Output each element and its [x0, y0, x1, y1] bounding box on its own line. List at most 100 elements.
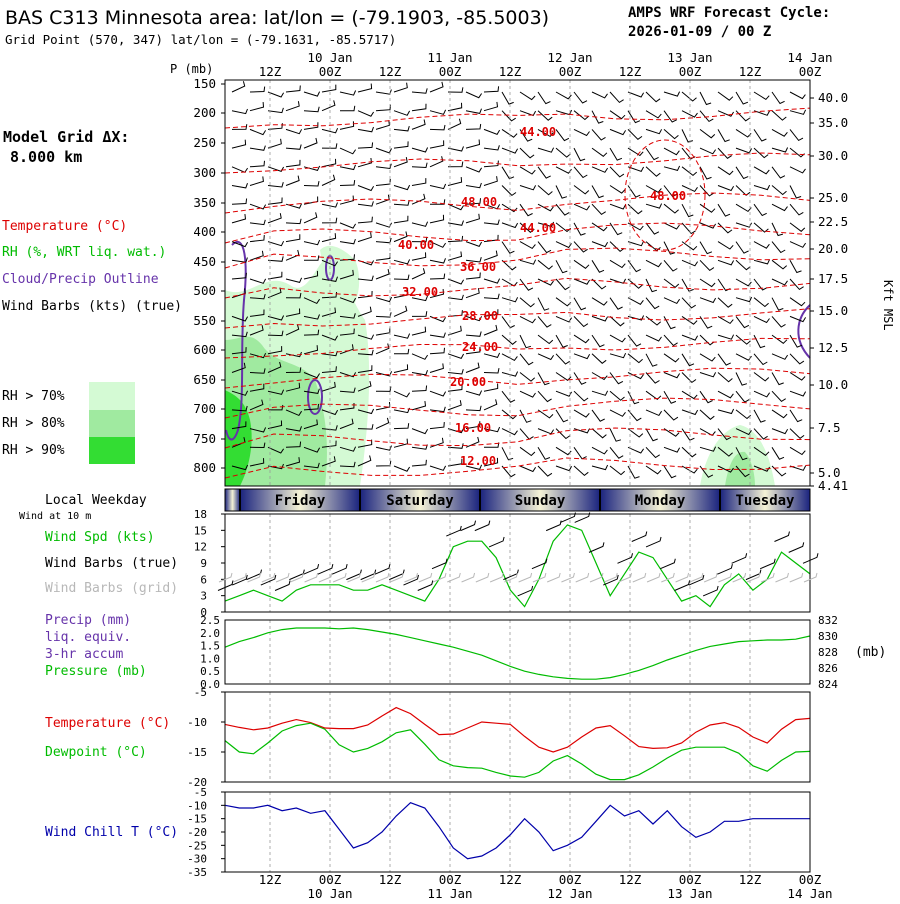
wind-barb-428	[447, 325, 462, 336]
true-wind-barb-21	[517, 585, 534, 597]
legend-swatch-rh90	[89, 437, 135, 464]
wind-barb-405	[609, 316, 625, 327]
wind-barb-86	[627, 129, 643, 140]
temperature-contour-label-0: 44.00	[520, 125, 556, 139]
weekday-bar: Friday Saturday Sunday Monday Tuesday	[224, 488, 811, 512]
grid-wind-barb-15	[432, 572, 447, 583]
wind-barb-38	[340, 105, 356, 112]
wind-barb-273	[537, 241, 552, 254]
wind-barb-482	[267, 361, 282, 373]
height-tick-5: 20.0	[818, 241, 848, 256]
wind-barb-256	[231, 241, 249, 248]
wind-barb-14	[483, 86, 500, 93]
wind-barb-346	[699, 278, 716, 288]
wind-barb-641	[249, 458, 265, 467]
wind-barb-450	[267, 346, 283, 355]
wind-barb-22	[627, 91, 645, 98]
grid-wind-barb-25	[575, 572, 590, 583]
bottom-hour-0: 12Z	[259, 872, 282, 887]
windchill-ytick--5: -5	[194, 786, 207, 799]
true-wind-barb-31	[660, 558, 676, 570]
pressure-tick-500: 500	[193, 283, 216, 298]
wind-barb-597	[609, 428, 622, 442]
wind-barb-28	[735, 91, 749, 105]
wind-barb-410	[699, 316, 713, 329]
weekday-cell-3	[480, 489, 600, 511]
wind-barb-110	[483, 145, 500, 151]
wind-barb-531	[573, 390, 589, 402]
pressure-tick-200: 200	[193, 105, 216, 120]
wind-barb-618	[411, 444, 428, 450]
true-wind-barb-17	[460, 520, 477, 532]
wind-barb-348	[735, 278, 752, 287]
wind-barb-607	[789, 428, 805, 439]
wind-barb-33	[249, 102, 265, 112]
true-wind-barb-30	[645, 536, 662, 548]
precip-ytick-1.0: 1.0	[200, 652, 220, 665]
wind-barb-631	[645, 446, 660, 459]
wind-barb-189	[753, 184, 771, 191]
precip-background	[225, 620, 810, 684]
wind-barb-404	[591, 315, 609, 322]
wind-barb-661	[609, 465, 626, 476]
wind-barb-312	[663, 259, 678, 272]
wind-barb-17	[537, 91, 551, 105]
wind-barb-478	[771, 353, 789, 360]
wind-barb-491	[429, 363, 444, 373]
wind-barb-580	[303, 419, 318, 430]
wind-barb-474	[699, 353, 716, 362]
wind-barb-141	[465, 166, 483, 173]
wind-barb-272	[519, 241, 536, 250]
wind-barb-462	[483, 352, 501, 358]
wind-barb-420	[303, 329, 320, 336]
wind-barb-282	[699, 241, 713, 255]
temperature-background	[225, 692, 810, 782]
wind-barb-74	[411, 119, 426, 130]
wind-barb-605	[753, 428, 768, 440]
wind-barb-55	[645, 110, 662, 119]
weekday-cell-0	[225, 489, 240, 511]
wind-barb-591	[501, 428, 518, 436]
wind-barb-561	[537, 409, 554, 419]
wind-barb-177	[537, 185, 553, 196]
wind-barb-506	[699, 372, 717, 378]
legend-cloud: Cloud/Precip Outline	[2, 272, 159, 287]
wind-barbs-true-label: Wind Barbs (true)	[45, 556, 178, 571]
wind-barb-227	[285, 218, 302, 225]
wind-barb-224	[231, 214, 247, 224]
bottom-date-3: 13 Jan	[667, 886, 712, 900]
wind-barb-238	[483, 219, 500, 225]
wind-barb-621	[465, 436, 480, 448]
wind-barb-440	[663, 334, 678, 347]
wind-barb-468	[591, 353, 607, 364]
true-wind-barb-4	[274, 580, 291, 591]
wind-barb-154	[699, 166, 712, 180]
wind-barb-441	[681, 334, 699, 341]
wind-barb-300	[447, 251, 463, 261]
wind-barb-205	[465, 198, 481, 205]
wind-barb-75	[429, 124, 446, 131]
wind-barb-163	[285, 175, 300, 186]
wind-barb-4	[303, 91, 321, 97]
wind-barb-333	[465, 272, 481, 280]
wind-barb-392	[375, 312, 392, 318]
wind-barb-63	[789, 109, 807, 115]
wind-barb-358	[339, 297, 357, 304]
wind-barb-125	[753, 147, 769, 159]
wind-barb-481	[249, 368, 266, 374]
wind-barb-486	[339, 372, 357, 378]
wind-barb-480	[231, 362, 246, 373]
weekday-sunday: Sunday	[515, 493, 566, 509]
wind-barb-437	[609, 334, 626, 343]
true-wind-barb-25	[574, 512, 591, 523]
wind-barb-453	[321, 350, 338, 357]
wind-barb-100	[303, 137, 318, 149]
wind-barb-366	[483, 293, 500, 300]
wind-barb-216	[663, 203, 679, 214]
wind-barb-15	[501, 91, 514, 105]
wind-barb-150	[627, 166, 645, 173]
true-wind-barb-36	[731, 553, 748, 564]
wind-barb-6	[339, 90, 357, 96]
true-wind-barb-8	[331, 564, 348, 575]
wind-barb-25	[681, 91, 697, 102]
